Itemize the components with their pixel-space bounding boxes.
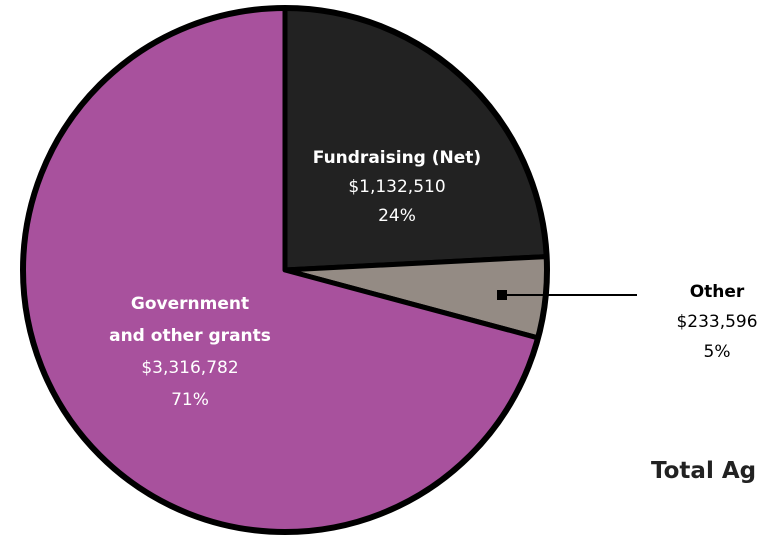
pie-slices <box>20 5 550 535</box>
slice-value-other: $233,596 <box>676 312 757 332</box>
slice-labels: Fundraising (Net) $1,132,510 24% Other $233,… <box>109 148 757 410</box>
total-label: Total Ag <box>651 458 756 484</box>
slice-value-government: $3,316,782 <box>141 358 238 378</box>
slice-percent-other: 5% <box>704 342 731 362</box>
slice-label-fundraising: Fundraising (Net) $1,132,510 24% <box>313 148 481 226</box>
slice-value-fundraising: $1,132,510 <box>348 177 445 197</box>
pie-slice-fundraising <box>282 5 550 273</box>
slice-name-other: Other <box>690 282 745 302</box>
slice-label-other: Other $233,596 5% <box>676 282 757 362</box>
slice-name-government: and other grants <box>109 326 271 346</box>
slice-percent-fundraising: 24% <box>378 206 416 226</box>
pie-outline <box>20 5 550 535</box>
slice-percent-government: 71% <box>171 390 209 410</box>
slice-name-fundraising: Fundraising (Net) <box>313 148 481 168</box>
other-callout <box>497 290 637 300</box>
slice-label-government: Government and other grants $3,316,782 71% <box>109 294 271 410</box>
slice-name-government: Government <box>131 294 249 314</box>
callout-marker <box>497 290 507 300</box>
